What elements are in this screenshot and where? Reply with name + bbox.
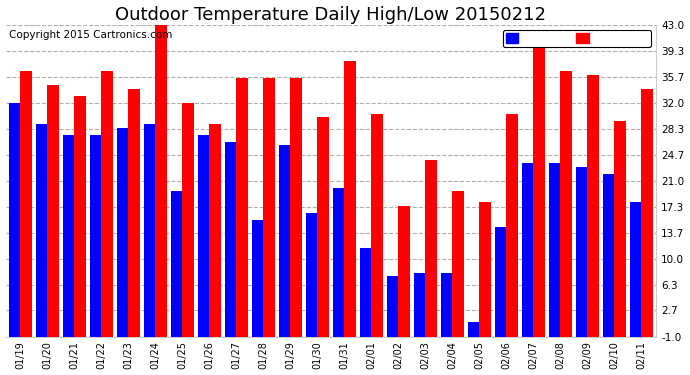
Bar [63,135,75,337]
Bar [453,192,464,337]
Bar [198,135,210,337]
Bar [441,273,453,337]
Bar [533,46,545,337]
Bar [468,322,480,337]
Bar [630,202,642,337]
Bar [615,121,626,337]
Bar [576,167,587,337]
Bar [522,163,533,337]
Bar [21,71,32,337]
Bar [90,135,101,337]
Bar [225,142,237,337]
Bar [587,75,599,337]
Bar [603,174,615,337]
Bar [549,163,560,337]
Bar [9,103,21,337]
Bar [252,220,264,337]
Bar [387,276,398,337]
Bar [155,18,167,337]
Bar [480,202,491,337]
Bar [75,96,86,337]
Bar [210,124,221,337]
Bar [360,248,371,337]
Bar [117,128,128,337]
Bar [101,71,112,337]
Bar [398,206,410,337]
Bar [36,124,48,337]
Bar [506,114,518,337]
Bar [264,78,275,337]
Bar [237,78,248,337]
Bar [344,60,356,337]
Bar [495,227,506,337]
Legend: Low  (°F), High  (°F): Low (°F), High (°F) [503,30,651,47]
Bar [642,89,653,337]
Bar [290,78,302,337]
Bar [279,146,290,337]
Bar [144,124,155,337]
Bar [371,114,383,337]
Bar [317,117,328,337]
Bar [426,160,437,337]
Text: Copyright 2015 Cartronics.com: Copyright 2015 Cartronics.com [9,30,172,40]
Bar [171,192,182,337]
Bar [48,85,59,337]
Bar [560,71,572,337]
Bar [333,188,344,337]
Bar [182,103,194,337]
Title: Outdoor Temperature Daily High/Low 20150212: Outdoor Temperature Daily High/Low 20150… [115,6,546,24]
Bar [306,213,317,337]
Bar [414,273,426,337]
Bar [128,89,140,337]
